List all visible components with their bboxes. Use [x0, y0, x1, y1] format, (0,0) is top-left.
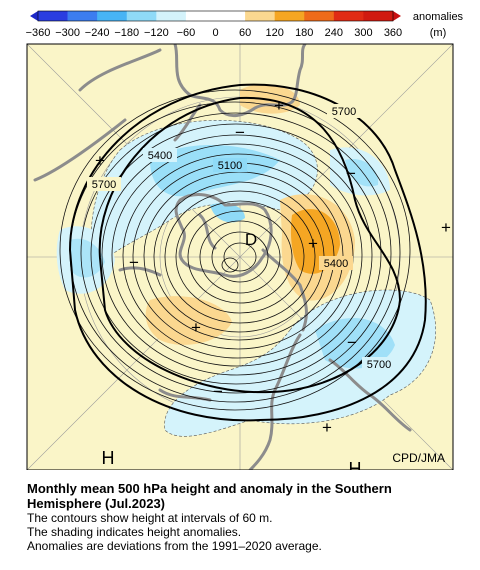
- minus-marker: −: [235, 123, 245, 142]
- colorbar-tick-label: 240: [325, 27, 343, 39]
- contour-label-5100: 5100: [218, 160, 242, 172]
- colorbar-tick-label: −120: [144, 27, 169, 39]
- plus-marker: +: [274, 96, 284, 115]
- height-contours: [59, 89, 411, 411]
- colorbar-segment: [97, 11, 128, 21]
- pressure-centers: D H H: [102, 230, 362, 470]
- caption-line-2: The shading indicates height anomalies.: [27, 525, 242, 539]
- caption-line-3: Anomalies are deviations from the 1991–2…: [27, 539, 322, 553]
- credit-label: CPD/JMA: [392, 451, 445, 465]
- plus-marker: +: [441, 218, 451, 237]
- colorbar-tick-label: −360: [26, 27, 51, 39]
- colorbar-tick-label: 120: [265, 27, 283, 39]
- major-contours: [68, 83, 427, 422]
- colorbar-segment: [38, 11, 68, 21]
- high-center-h-bottom: H: [349, 459, 362, 470]
- colorbar-outline: [37, 10, 394, 22]
- contour-label-5700-bottom: 5700: [367, 359, 391, 371]
- anomaly-markers: + + + + + + − − − − −: [95, 96, 451, 437]
- colorbar-left-arrow: [30, 11, 38, 21]
- colorbar-right-arrow: [393, 11, 401, 21]
- map-frame: [26, 43, 454, 470]
- low-center-d: D: [245, 230, 257, 249]
- colorbar-tick-label: 0: [212, 27, 218, 39]
- colorbar-tick-label: −180: [114, 27, 139, 39]
- colorbar-segments: [38, 11, 394, 21]
- plus-marker: +: [95, 151, 105, 170]
- high-center-h-left: H: [102, 448, 115, 468]
- colorbar-segment: [67, 11, 98, 21]
- colorbar-segment: [274, 11, 305, 21]
- colorbar-tick-label: 60: [239, 27, 251, 39]
- colorbar-segment: [363, 11, 394, 21]
- minus-marker: −: [347, 333, 357, 352]
- contour-label-5400-right: 5400: [324, 258, 348, 270]
- colorbar-tick-label: 360: [384, 27, 402, 39]
- minus-marker: −: [346, 164, 356, 183]
- colorbar-tick-label: −60: [177, 27, 196, 39]
- colorbar-segment: [333, 11, 364, 21]
- colorbar-segment: [245, 11, 275, 21]
- contour-label-5400-left: 5400: [148, 150, 172, 162]
- colorbar-tick-label: −240: [85, 27, 110, 39]
- minus-marker: −: [129, 253, 139, 272]
- colorbar-segment: [156, 11, 187, 21]
- plus-marker: +: [322, 418, 332, 437]
- plus-marker: +: [308, 234, 318, 253]
- colorbar-segment: [215, 11, 246, 21]
- height-anomaly-map: 5700 5400 5100 5400 5700 5700 + + + + + …: [26, 43, 454, 470]
- contour-label-5700-top: 5700: [332, 106, 356, 118]
- caption-title-line-2: Hemisphere (Jul.2023): [27, 496, 166, 511]
- anomaly-colorbar: −360 −300 −240 −180 −120 −60 0 60 120 180 240 300 36…: [26, 10, 464, 39]
- colorbar-segment: [185, 11, 216, 21]
- caption-title-line-1: Monthly mean 500 hPa height and anomaly …: [27, 481, 392, 496]
- figure-caption: Monthly mean 500 hPa height and anomaly …: [27, 481, 467, 553]
- colorbar-unit-label: anomalies: [413, 11, 464, 23]
- caption-line-1: The contours show height at intervals of…: [27, 511, 273, 525]
- colorbar-unit: (m): [430, 27, 447, 39]
- plus-marker: +: [191, 318, 201, 337]
- colorbar-tick-labels: −360 −300 −240 −180 −120 −60 0 60 120 180 240 300 36…: [26, 27, 403, 39]
- colorbar-tick-label: 180: [295, 27, 313, 39]
- colorbar-segment: [304, 11, 335, 21]
- minus-marker: −: [213, 382, 223, 401]
- contour-label-5700-left: 5700: [92, 179, 116, 191]
- contour-labels: 5700 5400 5100 5400 5700 5700: [87, 104, 396, 371]
- colorbar-tick-label: 300: [354, 27, 372, 39]
- colorbar-tick-label: −300: [55, 27, 80, 39]
- colorbar-segment: [126, 11, 157, 21]
